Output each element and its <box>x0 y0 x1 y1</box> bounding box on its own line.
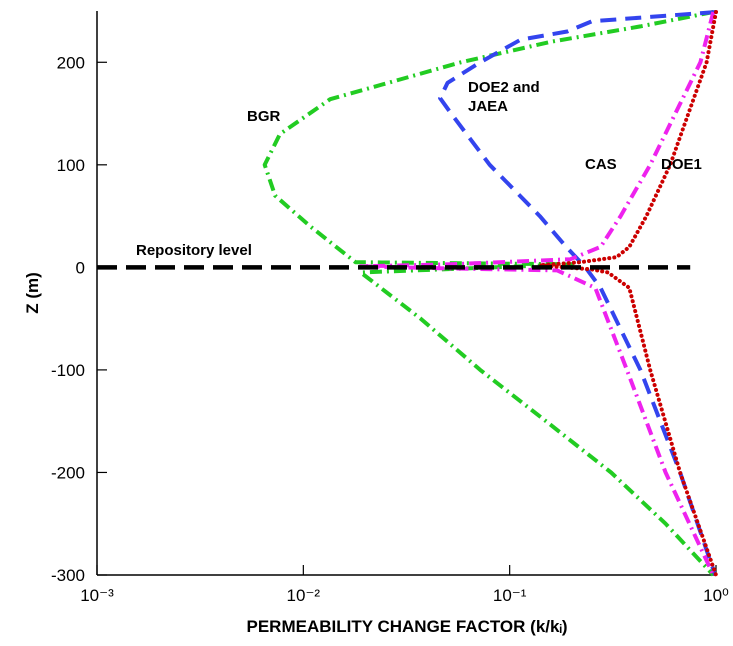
y-axis-title: Z (m) <box>23 272 42 314</box>
series-annotation: DOE2 and JAEA <box>468 79 540 115</box>
series-line <box>262 10 715 577</box>
series-annotation: BGR <box>247 108 281 125</box>
series-line <box>438 10 717 576</box>
y-tick-label: -100 <box>51 361 85 380</box>
y-tick-label: 100 <box>57 156 85 175</box>
y-tick-label: 0 <box>76 258 85 277</box>
y-tick-label: -300 <box>51 566 85 585</box>
series-annotation: DOE1 <box>661 156 702 173</box>
y-tick-label: 200 <box>57 53 85 72</box>
x-tick-label: 10⁻² <box>287 586 321 605</box>
y-tick-label: -200 <box>51 463 85 482</box>
x-tick-label: 10⁻³ <box>80 586 114 605</box>
series-line <box>537 10 718 577</box>
series-annotation: Repository level <box>136 242 252 259</box>
x-tick-label: 10⁻¹ <box>493 586 527 605</box>
series-annotation: CAS <box>585 156 617 173</box>
x-axis-title: PERMEABILITY CHANGE FACTOR (k/kᵢ) <box>246 617 567 636</box>
x-tick-label: 10⁰ <box>703 586 729 605</box>
